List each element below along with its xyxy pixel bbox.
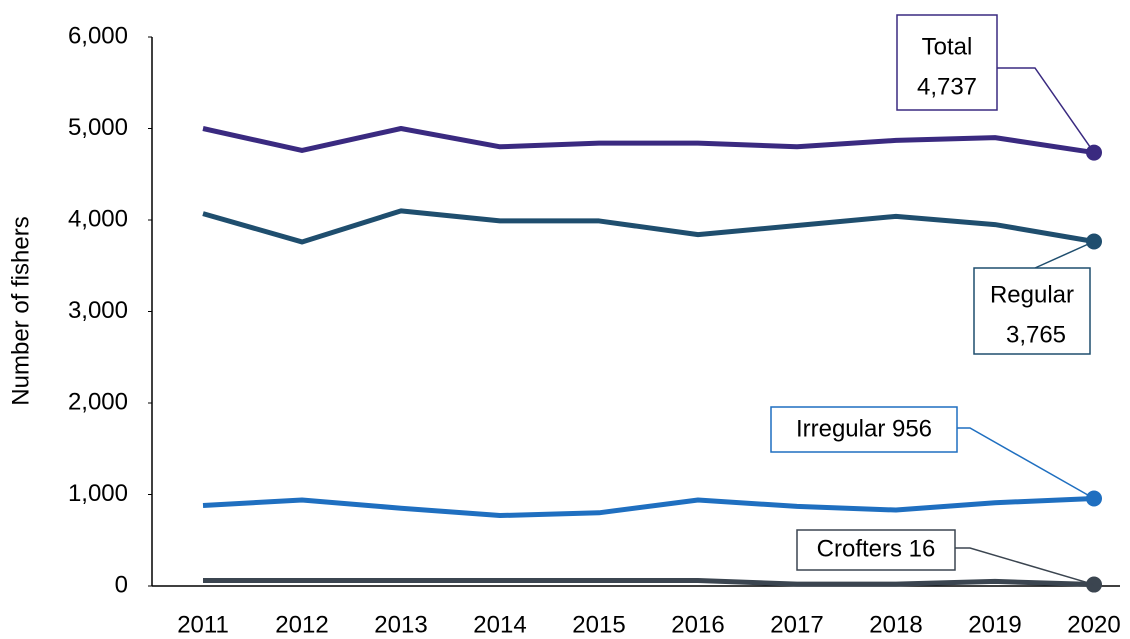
callout-connector [1034, 240, 1095, 269]
callout-label: 4,737 [917, 73, 977, 100]
x-tick-label: 2019 [968, 611, 1021, 638]
series-line [202, 208, 1095, 245]
callout-label: Total [922, 33, 973, 60]
callout-box [896, 14, 998, 111]
series-line [203, 578, 1095, 588]
series-line [202, 496, 1095, 519]
x-tick-label: 2012 [275, 611, 328, 638]
y-tick-label: 0 [115, 571, 128, 598]
callout-label: 3,765 [1006, 321, 1066, 348]
callout-connector [955, 547, 1095, 586]
y-axis-label: Number of fishers [7, 216, 34, 405]
x-tick-label: 2011 [177, 611, 229, 638]
callout-box [770, 406, 958, 453]
y-tick-label: 5,000 [68, 114, 128, 141]
callout-box [796, 529, 956, 571]
y-tick-label: 6,000 [68, 22, 128, 49]
callout-label: Crofters 16 [817, 535, 936, 562]
x-tick-label: 2016 [671, 611, 724, 638]
y-tick-label: 4,000 [68, 205, 128, 232]
callout-label: Regular [990, 281, 1074, 308]
x-tick-label: 2020 [1067, 611, 1120, 638]
x-tick-label: 2013 [374, 611, 427, 638]
x-tick-label: 2014 [473, 611, 526, 638]
x-tick-label: 2018 [869, 611, 922, 638]
callout-connector [997, 67, 1095, 153]
x-tick-label: 2017 [770, 611, 823, 638]
x-tick-label: 2015 [572, 611, 625, 638]
callout-label: Irregular 956 [796, 415, 932, 442]
callout-box [973, 267, 1091, 355]
y-tick-label: 2,000 [68, 388, 128, 415]
y-tick-label: 1,000 [68, 480, 128, 507]
callout-connector [957, 427, 1095, 500]
y-tick-label: 3,000 [68, 297, 128, 324]
series-line [202, 126, 1095, 156]
